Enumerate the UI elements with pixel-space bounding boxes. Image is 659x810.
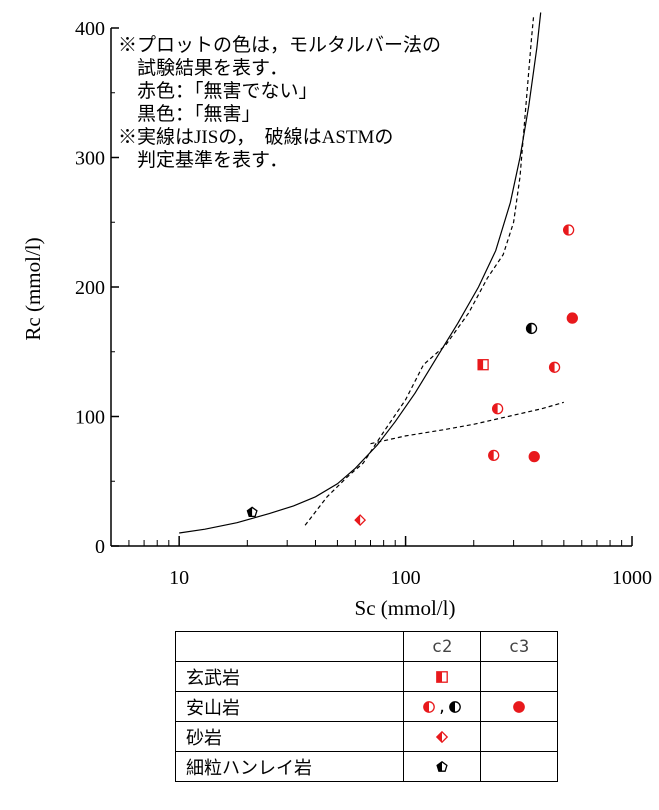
legend-header-blank [175, 631, 404, 662]
data-point [562, 224, 575, 236]
marker-fill [436, 731, 442, 743]
legend-cell-c3 [480, 691, 558, 722]
legend-separator: , [439, 696, 445, 717]
legend-symbol [513, 701, 525, 713]
legend-cell-c2: , [403, 691, 481, 722]
marker-fill [526, 323, 532, 334]
data-point [548, 361, 561, 373]
marker-fill [437, 761, 442, 772]
legend-cell-c3 [480, 661, 558, 692]
y-tick-label: 200 [75, 277, 105, 299]
note-line: 試験結果を表す． [137, 58, 289, 79]
legend-symbol [423, 701, 435, 713]
legend-row: 砂岩 [175, 721, 558, 752]
legend-symbol [436, 671, 448, 683]
scatter-chart: 0 100 200 300 400 10 100 1000 Sc (mmol/l) Rc (m… [21, 12, 652, 620]
legend-cell-c2 [403, 751, 481, 782]
marker-square-half [436, 671, 448, 683]
legend-cell-c2 [403, 661, 481, 692]
legend-row: 玄武岩 [175, 661, 558, 692]
y-tick-label: 400 [75, 18, 105, 40]
legend-row-label: 細粒ハンレイ岩 [175, 751, 404, 782]
data-point [488, 449, 500, 462]
y-tick-label: 100 [75, 407, 105, 429]
marker-fill [563, 225, 569, 236]
legend-symbol [436, 760, 448, 772]
marker-fill [513, 701, 525, 713]
x-axis-label: Sc (mmol/l) [355, 596, 456, 620]
x-tick-label: 100 [391, 567, 421, 589]
legend-header-row: c2 c3 [175, 631, 558, 662]
y-tick-label: 0 [95, 536, 105, 558]
marker-fill [436, 671, 442, 683]
marker-fill [528, 450, 540, 463]
note-line: 赤色：「無害でない」 [137, 81, 318, 102]
legend-cell-c3 [480, 751, 558, 782]
x-tick-label: 1000 [612, 567, 652, 589]
legend-row-label: 玄武岩 [175, 661, 404, 692]
marker-circle-half [449, 701, 461, 713]
marker-fill [566, 312, 578, 324]
note-line: 黒色：「無害」 [137, 104, 261, 125]
jis-solid-line [179, 12, 542, 534]
y-tick-label: 300 [75, 148, 105, 170]
data-point [354, 514, 367, 527]
legend-row-label: 安山岩 [175, 691, 404, 722]
data-point [491, 403, 504, 415]
legend-symbol [449, 701, 461, 713]
marker-diamond-half [435, 730, 449, 744]
x-tick-label: 10 [169, 567, 189, 589]
legend-header-c3: c3 [480, 631, 558, 662]
marker-fill [478, 359, 484, 370]
note-line: 判定基準を表す． [137, 150, 289, 171]
marker-circle-half [423, 701, 435, 713]
data-point [477, 359, 489, 371]
criterion-lines [179, 12, 564, 534]
y-axis-label: Rc (mmol/l) [21, 237, 45, 340]
marker-fill [247, 507, 253, 517]
marker-pentagon-half [436, 760, 448, 772]
legend-cell-c2 [403, 721, 481, 752]
axes: 0 100 200 300 400 10 100 1000 [75, 18, 652, 589]
marker-fill [423, 701, 430, 713]
legend-cell-c3 [480, 721, 558, 752]
legend-table: c2 c3 玄武岩 安山岩 , 砂岩 細粒ハンレイ岩 [175, 631, 558, 782]
astm-dashed-line [370, 401, 564, 445]
legend-row: 細粒ハンレイ岩 [175, 751, 558, 782]
note-line: ※プロットの色は，モルタルバー法の [118, 35, 442, 56]
chart-notes: ※プロットの色は，モルタルバー法の 試験結果を表す． 赤色：「無害でない」 黒色… [118, 34, 441, 172]
marker-fill [449, 701, 455, 713]
legend-row-label: 砂岩 [175, 721, 404, 752]
legend-header-c2: c2 [403, 631, 481, 662]
marker-fill [488, 450, 494, 461]
data-point [246, 506, 258, 518]
legend-row: 安山岩 , [175, 691, 558, 722]
data-point [566, 312, 578, 324]
data-points [246, 224, 578, 527]
data-point [525, 322, 538, 335]
legend-symbol [435, 730, 449, 744]
marker-fill [492, 403, 498, 414]
data-point [528, 450, 540, 463]
note-line: ※実線はJISの， 破線はASTMの [118, 127, 394, 148]
marker-fill [355, 515, 361, 526]
marker-fill [549, 362, 555, 373]
marker-circle [513, 701, 525, 713]
